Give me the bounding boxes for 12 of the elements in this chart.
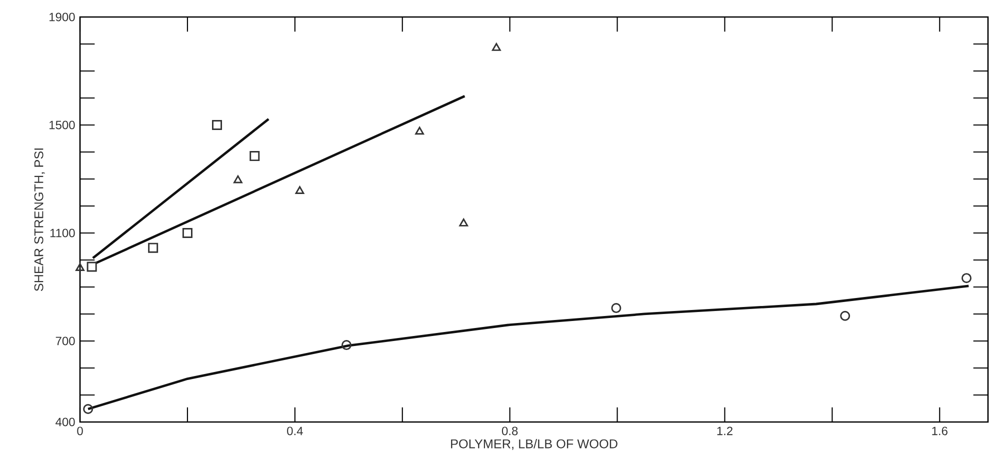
x-tick-label: 0.8 xyxy=(502,426,518,436)
x-tick-label: 0 xyxy=(77,426,83,436)
x-tick-label: 0.4 xyxy=(287,426,303,436)
y-tick-label: 1900 xyxy=(50,12,75,22)
x-tick-label: 1.6 xyxy=(932,426,948,436)
y-axis-title: SHEAR STRENGTH, PSI xyxy=(34,148,45,292)
y-tick-label: 400 xyxy=(56,418,75,426)
y-tick-label: 1100 xyxy=(50,228,75,238)
y-tick-label: 1500 xyxy=(50,120,75,130)
x-tick-label: 1.2 xyxy=(717,426,732,436)
x-axis-title: POLYMER, LB/LB OF WOOD xyxy=(451,439,618,450)
y-tick-label: 700 xyxy=(56,336,75,346)
